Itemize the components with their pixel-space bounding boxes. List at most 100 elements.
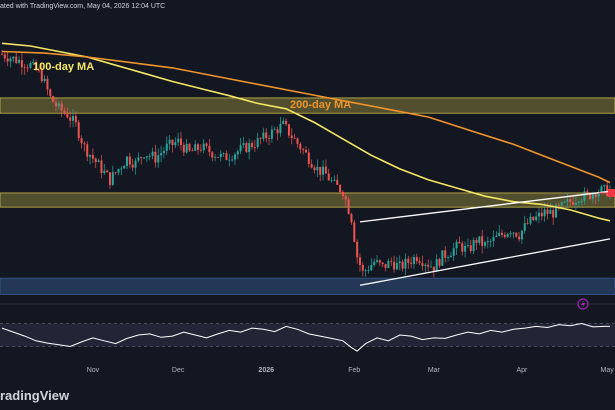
candle-body [475,239,478,243]
candle-body [128,156,131,165]
candle-body [523,223,526,231]
candle-body [574,202,577,205]
candle-body [427,264,430,267]
candle-body [569,199,572,203]
candle-body [367,270,370,271]
candle-body [253,147,256,148]
candle-body [233,154,236,160]
candle-body [157,155,160,163]
candle-body [103,170,106,174]
candle-body [393,261,396,270]
candle-body [43,78,46,82]
candle-body [327,173,330,181]
candle-body [466,245,469,247]
x-tick-label: Mar [428,367,441,374]
candle-body [305,149,307,153]
candle-body [339,184,342,193]
candle-body [276,129,279,134]
candle-body [333,179,336,181]
candle-body [168,139,171,144]
zones-layer [0,97,615,295]
candle-body [290,135,293,138]
candle-body [182,145,185,153]
candle-body [80,138,83,144]
candle-body [535,216,538,221]
candles-layer [1,49,611,278]
candle-body [387,260,390,269]
candle-body [353,222,356,242]
candle-body [72,115,75,121]
candle-body [395,262,398,270]
candle-body [336,179,339,185]
candle-body [390,260,393,262]
candle-body [552,210,555,218]
candle-body [540,212,543,217]
candle-body [279,124,282,134]
candle-body [74,115,77,123]
candle-body [259,138,262,139]
candle-body [381,262,384,265]
candle-body [532,216,535,221]
candle-body [560,202,563,206]
candle-body [356,241,359,258]
candle-body [421,263,424,266]
candle-body [299,143,302,150]
candle-body [106,170,109,173]
candle-body [35,62,38,71]
candle-body [219,153,222,158]
candle-body [208,145,211,153]
rsi-panel [0,303,615,352]
candle-body [313,167,316,171]
candle-body [404,258,407,269]
candle-body [188,143,191,151]
candle-body [577,202,580,204]
candle-body [40,70,43,82]
candle-body [140,157,143,159]
candle-body [600,186,603,193]
candle-body [589,193,592,199]
candle-body [495,235,498,237]
candle-body [461,243,464,252]
price-marker-layer [598,188,615,197]
candle-body [108,172,111,185]
candle-body [222,153,225,154]
candle-body [441,250,444,266]
candle-body [77,122,80,139]
tradingview-watermark: radingView [0,388,70,403]
candle-body [415,257,418,262]
candle-body [117,169,120,173]
zone-resistance-0 [0,97,615,114]
candle-body [398,261,401,263]
candle-body [262,132,265,139]
candle-body [89,155,92,157]
candle-body [236,151,239,155]
candle-body [225,153,228,160]
candle-body [324,166,327,174]
candle-body [537,212,540,217]
lightning-bolt-icon[interactable] [577,298,589,310]
candle-body [9,58,12,62]
candle-body [46,78,49,90]
candle-body [498,232,501,236]
candle-body [197,144,200,150]
lightning-bolt-icon-glyph [581,300,586,309]
lightning-bolt-icon-ring [577,298,589,310]
candle-body [543,209,546,217]
candle-body [370,264,373,271]
candle-body [177,138,180,143]
candle-body [566,199,569,202]
candle-body [464,245,467,252]
candle-body [69,117,72,121]
candle-body [211,152,214,158]
channel-lower-line [359,238,611,286]
candle-body [282,120,285,125]
candle-body [307,152,310,165]
candle-body [520,230,523,240]
candle-body [151,151,154,156]
candle-body [287,124,290,136]
candle-body [60,103,63,111]
x-tick-label: Nov [87,367,100,374]
candle-body [154,151,157,163]
candle-body [251,143,254,148]
